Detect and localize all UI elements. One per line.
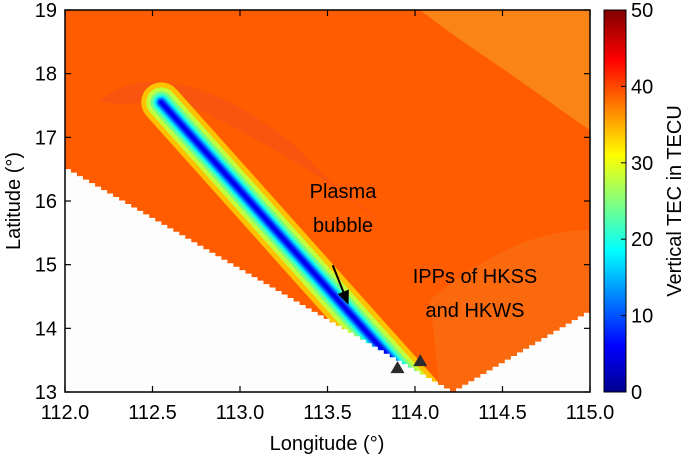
x-tick-label: 112.5	[128, 402, 177, 424]
colorbar-label: Vertical TEC in TECU	[664, 105, 685, 297]
y-axis-label: Latitude (°)	[3, 152, 25, 250]
y-axis-ticks: 13 14 15 16 17 18 19	[35, 0, 590, 404]
colorbar-tick-label: 30	[631, 153, 653, 175]
x-tick-label: 114.0	[391, 402, 440, 424]
x-axis-ticks: 112.0 112.5 113.0 113.5 114.0 114.5 115.0	[41, 10, 615, 424]
bubble-annotation-line2: bubble	[313, 215, 373, 237]
no-coverage-region	[65, 169, 590, 392]
y-tick-label: 19	[35, 0, 57, 22]
bubble-annotation-line1: Plasma	[310, 181, 378, 203]
tec-contour-band-east	[420, 10, 590, 130]
colorbar-tick-label: 50	[631, 0, 653, 22]
ipp-markers	[390, 354, 428, 374]
ipp-marker-1	[390, 361, 405, 374]
bubble-arrow	[331, 264, 345, 293]
tec-contour-band-west	[100, 81, 380, 220]
x-tick-label: 114.5	[478, 402, 527, 424]
y-tick-label: 16	[35, 191, 57, 213]
y-tick-label: 15	[35, 255, 57, 277]
ipp-marker-2	[413, 354, 428, 367]
colorbar-tick-label: 40	[631, 76, 653, 98]
colorbar-tick-label: 20	[631, 229, 653, 251]
bubble-arrow-head	[337, 289, 349, 305]
plasma-bubble-depletion	[141, 82, 441, 392]
x-tick-label: 115.0	[566, 402, 615, 424]
colorbar-gradient	[603, 9, 627, 393]
y-tick-label: 13	[35, 382, 57, 404]
x-axis-label: Longitude (°)	[270, 433, 385, 455]
ipp-annotation-line1: IPPs of HKSS	[413, 266, 538, 288]
colorbar-tick-label: 10	[631, 306, 653, 328]
ipp-annotation-line2: and HKWS	[426, 300, 525, 322]
map-plot-area: 112.0 112.5 113.0 113.5 114.0 114.5 115.0 13 14…	[3, 0, 614, 455]
colorbar-ticks: 0 10 20 30 40 50	[621, 0, 653, 404]
y-tick-label: 18	[35, 64, 57, 86]
x-tick-label: 113.5	[303, 402, 352, 424]
y-tick-label: 14	[35, 318, 57, 340]
x-tick-label: 112.0	[41, 402, 90, 424]
y-tick-label: 17	[35, 127, 57, 149]
x-tick-label: 113.0	[216, 402, 265, 424]
colorbar: 0 10 20 30 40 50 Vertical TEC in TECU	[603, 0, 685, 404]
colorbar-tick-label: 0	[631, 382, 642, 404]
tec-contour-band-southeast	[430, 230, 590, 392]
bubble-band-7	[159, 100, 422, 392]
